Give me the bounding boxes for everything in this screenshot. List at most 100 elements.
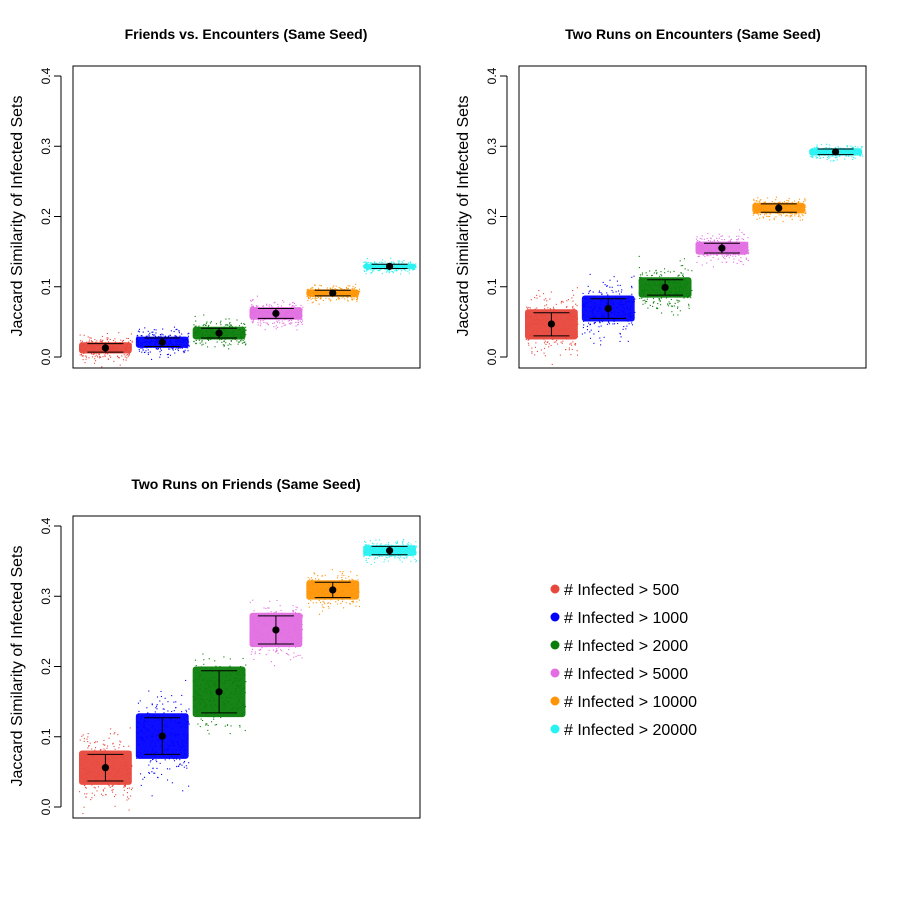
jitter-point — [347, 299, 349, 301]
jitter-point — [346, 292, 348, 294]
jitter-point — [237, 674, 239, 676]
jitter-point — [729, 246, 732, 248]
jitter-point — [272, 649, 275, 651]
jitter-point — [570, 325, 572, 327]
jitter-point — [167, 353, 170, 355]
jitter-point — [535, 319, 537, 321]
jitter-point — [802, 205, 804, 207]
jitter-point — [92, 771, 94, 773]
jitter-point — [253, 318, 255, 321]
y-tick-label: 0.0 — [39, 348, 53, 365]
jitter-point — [177, 340, 179, 342]
jitter-point — [263, 319, 265, 321]
jitter-point — [310, 288, 312, 290]
jitter-point — [741, 238, 743, 240]
jitter-point — [613, 320, 615, 322]
jitter-point — [111, 344, 113, 346]
jitter-point — [242, 339, 244, 342]
y-tick-label: 0.1 — [39, 278, 53, 295]
jitter-point — [346, 287, 348, 290]
jitter-point — [170, 717, 172, 720]
jitter-point — [98, 763, 100, 765]
jitter-point — [131, 787, 133, 789]
jitter-point — [267, 645, 269, 647]
plot-frame — [518, 65, 867, 369]
jitter-point — [631, 276, 633, 278]
jitter-point — [245, 343, 247, 345]
jitter-point — [297, 311, 299, 313]
jitter-point — [212, 334, 214, 336]
jitter-point — [659, 281, 661, 283]
jitter-point — [154, 720, 156, 722]
jitter-point — [162, 328, 164, 330]
jitter-point — [313, 294, 315, 296]
jitter-point — [299, 620, 301, 622]
jitter-point — [92, 348, 94, 351]
jitter-point — [743, 244, 745, 246]
jitter-point — [357, 585, 359, 587]
jitter-point — [153, 329, 155, 331]
jitter-point — [127, 787, 129, 790]
jitter-point — [266, 322, 268, 324]
jitter-point — [100, 768, 102, 770]
jitter-point — [800, 204, 802, 206]
jitter-point — [797, 215, 799, 218]
jitter-point — [288, 629, 291, 631]
jitter-point — [88, 767, 90, 770]
jitter-point — [591, 310, 594, 312]
jitter-point — [213, 677, 215, 679]
jitter-point — [325, 293, 327, 295]
jitter-point — [235, 338, 237, 340]
jitter-point — [95, 767, 97, 769]
jitter-point — [306, 289, 308, 291]
jitter-point — [258, 307, 261, 309]
jitter-point — [356, 596, 358, 598]
jitter-point — [125, 347, 127, 349]
jitter-point — [712, 256, 714, 259]
jitter-point — [644, 296, 646, 298]
jitter-point — [805, 206, 807, 208]
jitter-point — [848, 150, 850, 152]
jitter-point — [215, 676, 217, 678]
jitter-point — [811, 156, 813, 158]
jitter-point — [645, 272, 647, 274]
jitter-point — [392, 551, 394, 553]
jitter-point — [170, 338, 172, 340]
jitter-point — [283, 322, 285, 324]
jitter-point — [266, 641, 268, 643]
jitter-point — [156, 708, 158, 710]
jitter-point — [378, 550, 380, 552]
jitter-point — [794, 204, 796, 206]
jitter-point — [159, 346, 161, 348]
jitter-point — [353, 588, 355, 590]
jitter-point — [381, 259, 384, 261]
jitter-point — [239, 328, 241, 331]
jitter-point — [528, 338, 530, 340]
jitter-point — [99, 347, 101, 349]
jitter-point — [723, 250, 725, 252]
jitter-point — [747, 246, 749, 249]
jitter-point — [268, 313, 270, 315]
jitter-point — [401, 547, 403, 550]
jitter-point — [338, 591, 340, 593]
jitter-point — [613, 276, 615, 278]
jitter-point — [414, 268, 416, 270]
jitter-point — [677, 293, 679, 295]
jitter-point — [560, 341, 562, 343]
jitter-point — [591, 312, 593, 314]
jitter-point — [731, 246, 733, 248]
jitter-point — [307, 591, 309, 593]
jitter-point — [582, 292, 584, 295]
jitter-point — [405, 264, 407, 266]
jitter-point — [171, 341, 173, 343]
jitter-point — [299, 654, 301, 656]
jitter-point — [281, 650, 283, 652]
jitter-point — [357, 295, 359, 297]
error-bar — [201, 327, 238, 339]
jitter-point — [413, 267, 415, 269]
jitter-point — [639, 295, 641, 297]
jitter-point — [279, 620, 281, 622]
jitter-point — [374, 261, 376, 264]
jitter-point — [168, 758, 170, 760]
jitter-point — [128, 771, 130, 774]
